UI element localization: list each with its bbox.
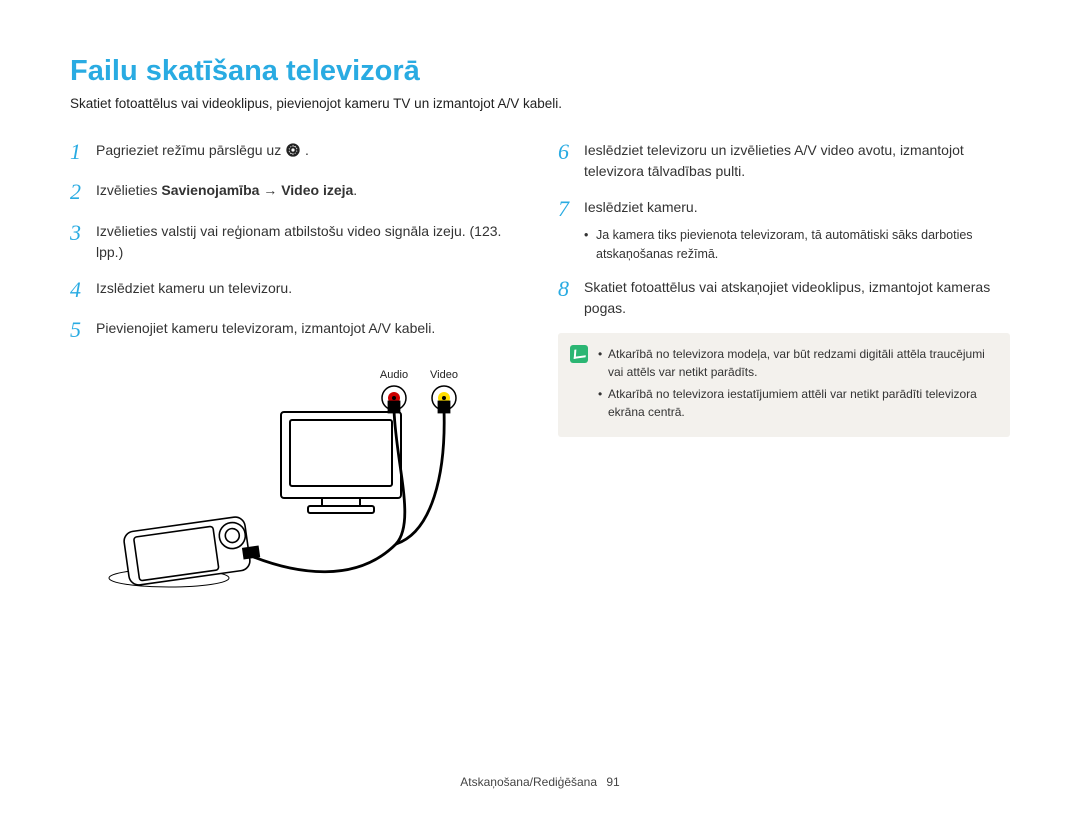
step-text: Pagrieziet režīmu pārslēgu uz . [96,139,309,165]
step-text-part: . [305,142,309,158]
step-6: 6 Ieslēdziet televizoru un izvēlieties A… [558,139,1010,182]
step-7-sub-bullet: Ja kamera tiks pievienota televizoram, t… [584,226,1010,264]
page-title: Failu skatīšana televizorā [70,55,1010,88]
note-item: Atkarībā no televizora modeļa, var būt r… [598,345,996,381]
video-label: Video [430,369,458,381]
tv-icon [281,412,401,513]
gear-icon [285,142,301,158]
step-text: Izvēlieties Savienojamība → Video izeja. [96,179,357,205]
right-column: 6 Ieslēdziet televizoru un izvēlieties A… [540,139,1010,609]
note-list: Atkarībā no televizora modeļa, var būt r… [598,345,996,425]
step-number: 2 [70,179,96,205]
step-text: Ieslēdziet televizoru un izvēlieties A/V… [584,139,1010,182]
step-number: 8 [558,276,584,319]
content-columns: 1 Pagrieziet režīmu pārslēgu uz . 2 [70,139,1010,609]
step-text: Izslēdziet kameru un televizoru. [96,277,292,303]
connection-diagram: Audio Video [96,364,522,609]
step-number: 6 [558,139,584,182]
step-number: 5 [70,317,96,343]
step-7: 7 Ieslēdziet kameru. [558,196,1010,222]
step-text: Izvēlieties valstij vai reģionam atbilst… [96,220,522,263]
audio-label: Audio [380,369,408,381]
step-3: 3 Izvēlieties valstij vai reģionam atbil… [70,220,522,263]
step-text: Skatiet fotoattēlus vai atskaņojiet vide… [584,276,1010,319]
step-text: Pievienojiet kameru televizoram, izmanto… [96,317,435,343]
step-5: 5 Pievienojiet kameru televizoram, izman… [70,317,522,343]
step-2: 2 Izvēlieties Savienojamība → Video izej… [70,179,522,205]
subtitle: Skatiet fotoattēlus vai videoklipus, pie… [70,96,1010,111]
step-text: Ieslēdziet kameru. [584,196,698,222]
left-column: 1 Pagrieziet režīmu pārslēgu uz . 2 [70,139,540,609]
step-number: 7 [558,196,584,222]
footer-page-number: 91 [606,775,619,789]
step-8: 8 Skatiet fotoattēlus vai atskaņojiet vi… [558,276,1010,319]
step-number: 1 [70,139,96,165]
step-4: 4 Izslēdziet kameru un televizoru. [70,277,522,303]
note-box: Atkarībā no televizora modeļa, var būt r… [558,333,1010,437]
camera-icon [109,515,251,586]
note-icon [570,345,588,363]
step-number: 4 [70,277,96,303]
step-number: 3 [70,220,96,263]
note-item: Atkarībā no televizora iestatījumiem att… [598,385,996,421]
footer-section: Atskaņošana/Rediģēšana [460,775,597,789]
step-text-part: Pagrieziet režīmu pārslēgu uz [96,142,285,158]
step-1: 1 Pagrieziet režīmu pārslēgu uz . [70,139,522,165]
page-footer: Atskaņošana/Rediģēšana 91 [0,775,1080,789]
